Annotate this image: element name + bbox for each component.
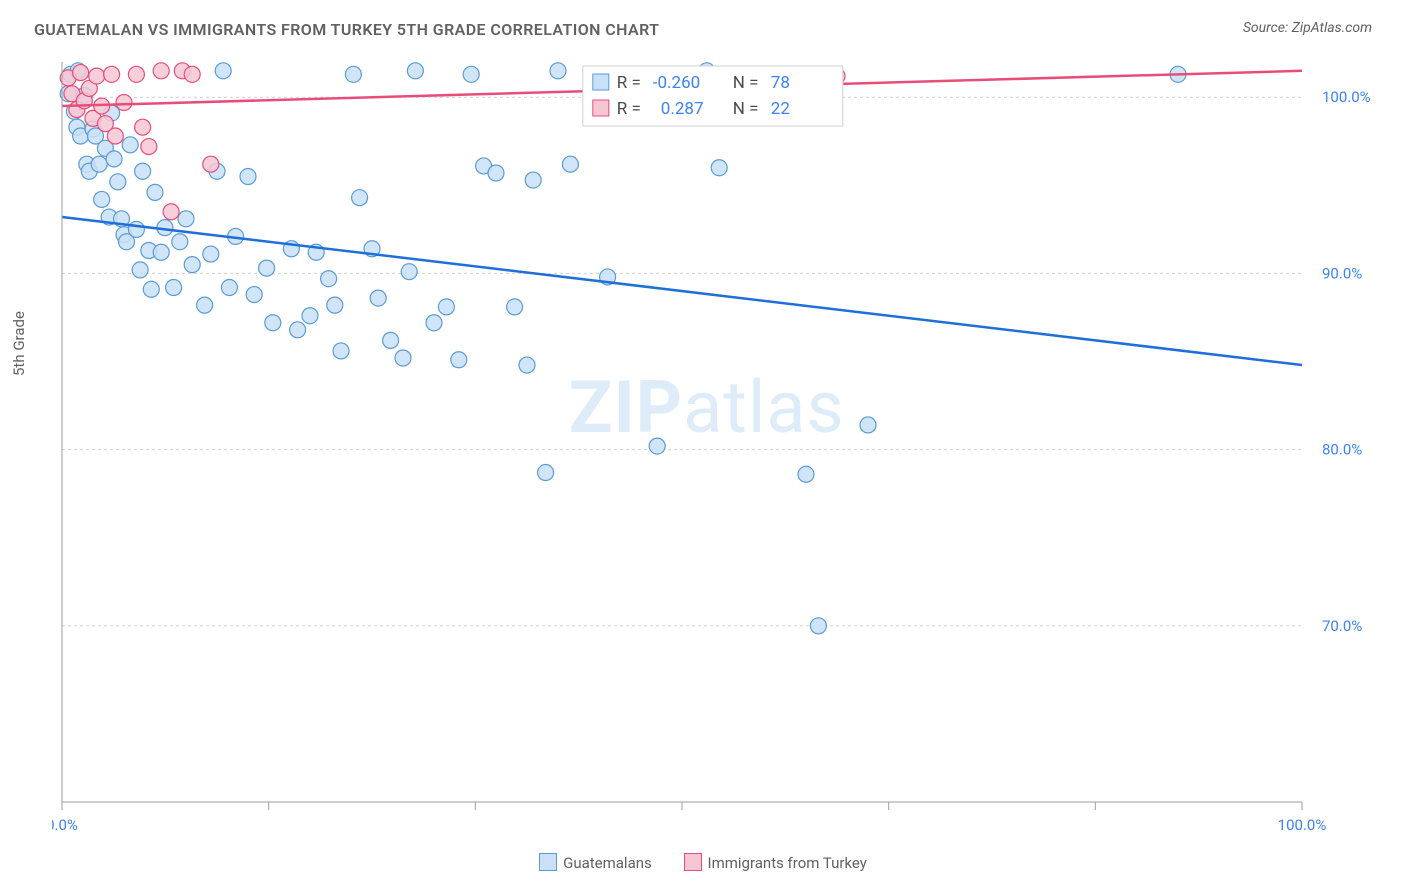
data-point-blue bbox=[166, 280, 182, 296]
data-point-blue bbox=[463, 66, 479, 82]
stats-n-blue: 78 bbox=[771, 73, 790, 93]
y-axis-label: 5th Grade bbox=[10, 311, 28, 376]
stats-r-blue: -0.260 bbox=[653, 73, 700, 93]
data-point-blue bbox=[172, 234, 188, 250]
data-point-pink bbox=[128, 66, 144, 82]
data-point-pink bbox=[104, 66, 120, 82]
data-point-blue bbox=[94, 191, 110, 207]
data-point-blue bbox=[426, 315, 442, 331]
data-point-blue bbox=[122, 137, 138, 153]
data-point-blue bbox=[488, 165, 504, 181]
legend-swatch-blue bbox=[539, 853, 557, 871]
stats-n-label: N = bbox=[733, 73, 759, 93]
data-point-pink bbox=[153, 63, 169, 79]
y-tick-label: 100.0% bbox=[1322, 88, 1371, 106]
data-point-blue bbox=[321, 271, 337, 287]
data-point-blue bbox=[810, 618, 826, 634]
data-point-blue bbox=[135, 163, 151, 179]
data-point-blue bbox=[538, 465, 554, 481]
chart-title: GUATEMALAN VS IMMIGRANTS FROM TURKEY 5TH… bbox=[34, 20, 659, 39]
data-point-blue bbox=[178, 211, 194, 227]
data-point-blue bbox=[798, 466, 814, 482]
x-tick-label: 0.0% bbox=[52, 816, 78, 832]
data-point-blue bbox=[132, 262, 148, 278]
data-point-blue bbox=[259, 260, 275, 276]
data-point-blue bbox=[240, 169, 256, 185]
data-point-blue bbox=[438, 299, 454, 315]
data-point-pink bbox=[203, 156, 219, 172]
data-point-blue bbox=[106, 151, 122, 167]
data-point-blue bbox=[345, 66, 361, 82]
data-point-blue bbox=[128, 221, 144, 237]
data-point-blue bbox=[507, 299, 523, 315]
data-point-blue bbox=[143, 281, 159, 297]
legend-label-pink: Immigrants from Turkey bbox=[708, 854, 867, 872]
series-legend: Guatemalans Immigrants from Turkey bbox=[0, 853, 1406, 872]
legend-label-blue: Guatemalans bbox=[563, 854, 652, 872]
scatter-chart: 70.0% 80.0% 90.0% 100.0% ZIPatlas 0.0% 100.0% R… bbox=[52, 52, 1372, 832]
data-point-blue bbox=[246, 287, 262, 303]
data-point-blue bbox=[401, 264, 417, 280]
y-tick-label: 90.0% bbox=[1322, 264, 1362, 282]
data-point-blue bbox=[215, 63, 231, 79]
stats-n-pink: 22 bbox=[771, 99, 790, 119]
stats-r-pink: 0.287 bbox=[661, 99, 704, 119]
data-point-blue bbox=[562, 156, 578, 172]
stats-r-label: R = bbox=[617, 99, 641, 119]
data-point-blue bbox=[153, 244, 169, 260]
data-point-blue bbox=[302, 308, 318, 324]
data-point-blue bbox=[711, 160, 727, 176]
data-point-blue bbox=[352, 190, 368, 206]
data-point-blue bbox=[197, 297, 213, 313]
data-point-pink bbox=[163, 204, 179, 220]
data-point-blue bbox=[290, 322, 306, 338]
data-point-blue bbox=[525, 172, 541, 188]
data-point-blue bbox=[110, 174, 126, 190]
watermark: ZIPatlas bbox=[569, 365, 845, 450]
stats-r-label: R = bbox=[617, 73, 641, 93]
data-point-pink bbox=[184, 66, 200, 82]
data-point-blue bbox=[203, 246, 219, 262]
source-label: Source: ZipAtlas.com bbox=[1243, 20, 1372, 36]
data-point-pink bbox=[89, 68, 105, 84]
data-point-blue bbox=[147, 184, 163, 200]
stats-swatch-blue bbox=[593, 74, 609, 90]
data-point-pink bbox=[135, 119, 151, 135]
data-point-blue bbox=[333, 343, 349, 359]
data-point-blue bbox=[221, 280, 237, 296]
data-point-blue bbox=[860, 417, 876, 433]
stats-swatch-pink bbox=[593, 100, 609, 116]
y-tick-label: 80.0% bbox=[1322, 441, 1362, 459]
x-tick-label: 100.0% bbox=[1278, 816, 1327, 832]
data-point-pink bbox=[141, 139, 157, 155]
data-point-blue bbox=[91, 156, 107, 172]
data-point-blue bbox=[327, 297, 343, 313]
data-point-blue bbox=[451, 352, 467, 368]
data-point-blue bbox=[383, 332, 399, 348]
data-point-blue bbox=[184, 257, 200, 273]
data-point-blue bbox=[550, 63, 566, 79]
data-point-pink bbox=[73, 65, 89, 81]
legend-swatch-pink bbox=[684, 853, 702, 871]
data-point-blue bbox=[265, 315, 281, 331]
data-point-blue bbox=[519, 357, 535, 373]
y-tick-label: 70.0% bbox=[1322, 617, 1362, 635]
data-point-pink bbox=[116, 95, 132, 111]
data-point-blue bbox=[649, 438, 665, 454]
stats-n-label: N = bbox=[733, 99, 759, 119]
data-point-blue bbox=[370, 290, 386, 306]
data-point-pink bbox=[107, 128, 123, 144]
data-point-blue bbox=[407, 63, 423, 79]
data-point-blue bbox=[395, 350, 411, 366]
